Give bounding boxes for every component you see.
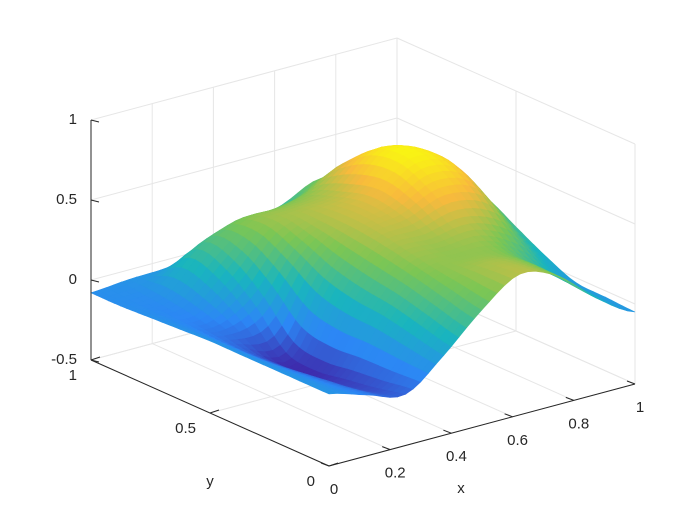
x-tick xyxy=(626,380,636,385)
z-tick xyxy=(90,119,100,123)
y-tick xyxy=(328,462,339,467)
grid-line xyxy=(90,37,398,121)
x-tick-label: 0.4 xyxy=(446,448,467,465)
y-axis-label: y xyxy=(206,473,214,490)
surface-facet xyxy=(621,307,636,313)
x-tick-label: 0.8 xyxy=(568,415,589,432)
x-tick-label: 0.6 xyxy=(507,432,528,449)
x-tick xyxy=(443,429,452,434)
grid-line xyxy=(396,37,636,145)
z-tick xyxy=(90,359,100,363)
x-tick-label: 0 xyxy=(330,481,338,498)
z-tick-label: -0.5 xyxy=(51,351,77,368)
z-tick-label: 0 xyxy=(69,271,77,288)
y-tick-label: 1 xyxy=(69,367,77,384)
x-tick xyxy=(565,396,574,401)
z-tick xyxy=(90,199,100,203)
z-tick-label: 1 xyxy=(69,111,77,128)
x-tick xyxy=(320,462,330,467)
x-tick-label: 0.2 xyxy=(385,465,406,482)
y-tick xyxy=(90,356,101,361)
x-tick-label: 1 xyxy=(636,399,644,416)
y-tick-label: 0 xyxy=(307,473,315,490)
y-tick-label: 0.5 xyxy=(175,420,196,437)
x-tick xyxy=(382,446,391,451)
y-tick xyxy=(209,409,220,414)
x-axis-label: x xyxy=(457,480,465,497)
z-tick-label: 0.5 xyxy=(56,191,77,208)
grid-line xyxy=(396,117,636,225)
x-tick xyxy=(504,413,513,418)
z-tick xyxy=(90,279,100,283)
grid-line xyxy=(90,117,398,201)
x-axis-line xyxy=(328,383,636,467)
surface xyxy=(90,144,636,398)
